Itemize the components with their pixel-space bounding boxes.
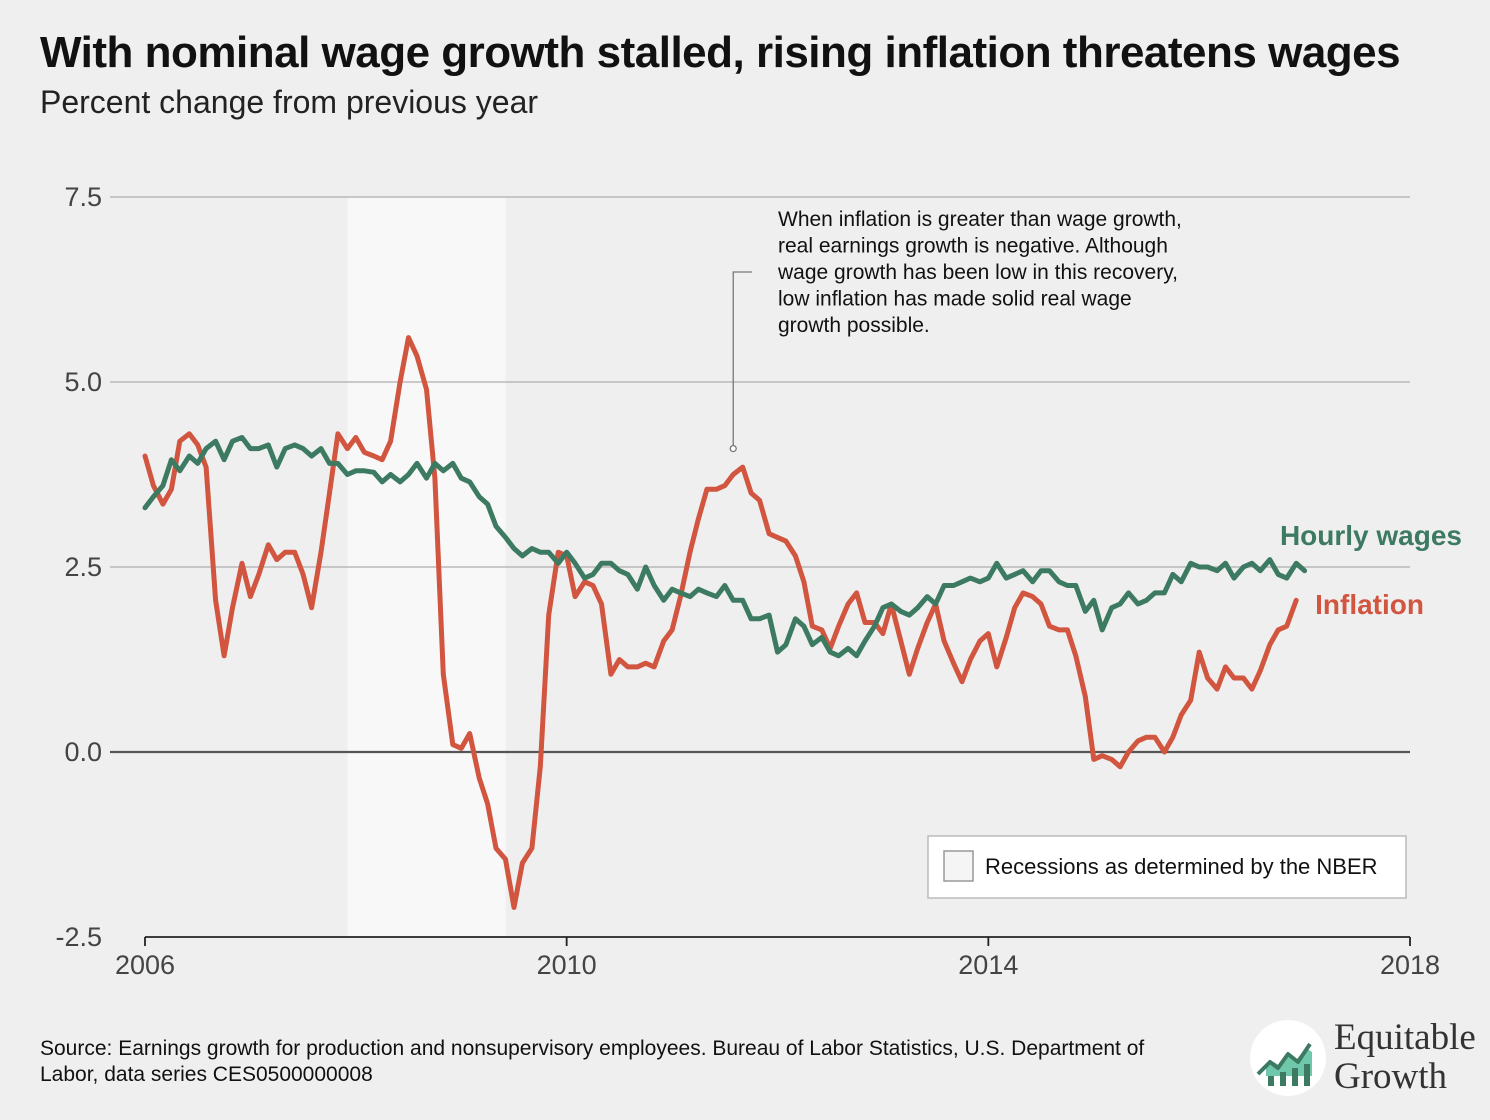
legend-box [927, 835, 1407, 899]
series-lines [142, 335, 1308, 910]
hourly-wages-label: Hourly wages [1280, 520, 1462, 551]
annotation-point-marker [729, 444, 737, 453]
inflation-label: Inflation [1315, 589, 1424, 620]
x-tick-label: 2006 [115, 950, 175, 980]
gridlines [110, 196, 1410, 754]
x-axis: 2006 2010 2014 2018 [115, 936, 1440, 980]
logo-text: Equitable Growth [1334, 1018, 1476, 1096]
chart-title: With nominal wage growth stalled, rising… [40, 28, 1401, 77]
annotation-line: wage growth has been low in this recover… [777, 261, 1178, 284]
y-tick-label: 2.5 [64, 552, 102, 582]
source-note: Source: Earnings growth for production a… [40, 1037, 1145, 1086]
legend-recession-swatch [943, 850, 974, 882]
y-tick-label: 0.0 [64, 737, 102, 767]
legend-label: Recessions as determined by the NBER [985, 854, 1378, 879]
logo-line-2: Growth [1334, 1056, 1448, 1097]
annotation-text: When inflation is greater than wage grow… [777, 208, 1182, 337]
inflation-line [142, 335, 1299, 910]
chart-subtitle: Percent change from previous year [40, 84, 539, 120]
y-axis: -2.5 0.0 2.5 5.0 7.5 [55, 182, 102, 952]
y-tick-label: 7.5 [64, 182, 102, 212]
annotation: When inflation is greater than wage grow… [729, 208, 1182, 453]
x-tick-label: 2014 [958, 950, 1018, 980]
hourly-wages-line [142, 435, 1308, 659]
x-tick-label: 2010 [537, 950, 597, 980]
annotation-line: When inflation is greater than wage grow… [778, 208, 1182, 231]
series-labels: Hourly wages Inflation [1280, 520, 1462, 620]
y-tick-label: -2.5 [55, 922, 102, 952]
annotation-line: low inflation has made solid real wage [778, 288, 1132, 311]
y-tick-label: 5.0 [64, 367, 102, 397]
annotation-leader-line [732, 271, 752, 449]
legend: Recessions as determined by the NBER [927, 835, 1407, 899]
annotation-line: real earnings growth is negative. Althou… [778, 235, 1168, 258]
logo-icon [1250, 1020, 1326, 1096]
logo-line-1: Equitable [1334, 1017, 1476, 1058]
equitable-growth-logo: Equitable Growth [1248, 1016, 1484, 1104]
x-tick-label: 2018 [1380, 950, 1440, 980]
annotation-line: growth possible. [778, 314, 930, 337]
